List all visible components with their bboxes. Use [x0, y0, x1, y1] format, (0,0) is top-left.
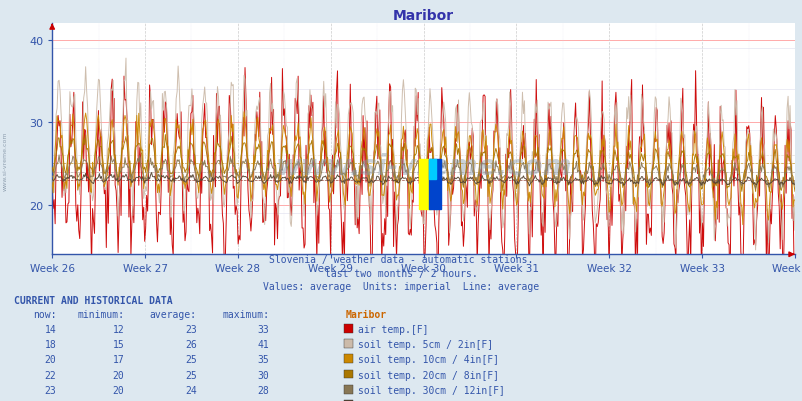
Text: now:: now:: [33, 309, 56, 319]
Text: Slovenia / weather data - automatic stations.: Slovenia / weather data - automatic stat…: [269, 255, 533, 265]
Text: 28: 28: [257, 385, 269, 395]
Text: soil temp. 50cm / 20in[F]: soil temp. 50cm / 20in[F]: [358, 400, 504, 401]
Text: 14: 14: [44, 324, 56, 334]
Text: 12: 12: [112, 324, 124, 334]
Text: 23: 23: [44, 400, 56, 401]
Text: 25: 25: [257, 400, 269, 401]
Text: 35: 35: [257, 354, 269, 365]
Text: 22: 22: [44, 370, 56, 380]
Text: Values: average  Units: imperial  Line: average: Values: average Units: imperial Line: av…: [263, 282, 539, 292]
Text: 17: 17: [112, 354, 124, 365]
Text: 25: 25: [184, 354, 196, 365]
Text: 41: 41: [257, 339, 269, 349]
Text: 20: 20: [44, 354, 56, 365]
Text: 15: 15: [112, 339, 124, 349]
Text: 20: 20: [112, 370, 124, 380]
Text: last two months / 2 hours.: last two months / 2 hours.: [325, 269, 477, 279]
Text: 18: 18: [44, 339, 56, 349]
Text: Maribor: Maribor: [345, 309, 386, 319]
Text: 26: 26: [184, 339, 196, 349]
Text: air temp.[F]: air temp.[F]: [358, 324, 428, 334]
Text: 24: 24: [184, 385, 196, 395]
Text: 21: 21: [112, 400, 124, 401]
Text: maximum:: maximum:: [221, 309, 269, 319]
Text: 25: 25: [184, 370, 196, 380]
Text: 20: 20: [112, 385, 124, 395]
Text: 23: 23: [184, 324, 196, 334]
Text: average:: average:: [149, 309, 196, 319]
Title: Maribor: Maribor: [392, 9, 454, 23]
Text: soil temp. 10cm / 4in[F]: soil temp. 10cm / 4in[F]: [358, 354, 499, 365]
Text: 23: 23: [44, 385, 56, 395]
Text: soil temp. 30cm / 12in[F]: soil temp. 30cm / 12in[F]: [358, 385, 504, 395]
Text: 30: 30: [257, 370, 269, 380]
Text: minimum:: minimum:: [77, 309, 124, 319]
Text: CURRENT AND HISTORICAL DATA: CURRENT AND HISTORICAL DATA: [14, 295, 173, 305]
Text: soil temp. 20cm / 8in[F]: soil temp. 20cm / 8in[F]: [358, 370, 499, 380]
Text: 23: 23: [184, 400, 196, 401]
Text: www.si-vreme.com: www.si-vreme.com: [3, 131, 8, 190]
Text: soil temp. 5cm / 2in[F]: soil temp. 5cm / 2in[F]: [358, 339, 492, 349]
Text: www.si-vreme.com: www.si-vreme.com: [275, 153, 571, 181]
Text: 33: 33: [257, 324, 269, 334]
